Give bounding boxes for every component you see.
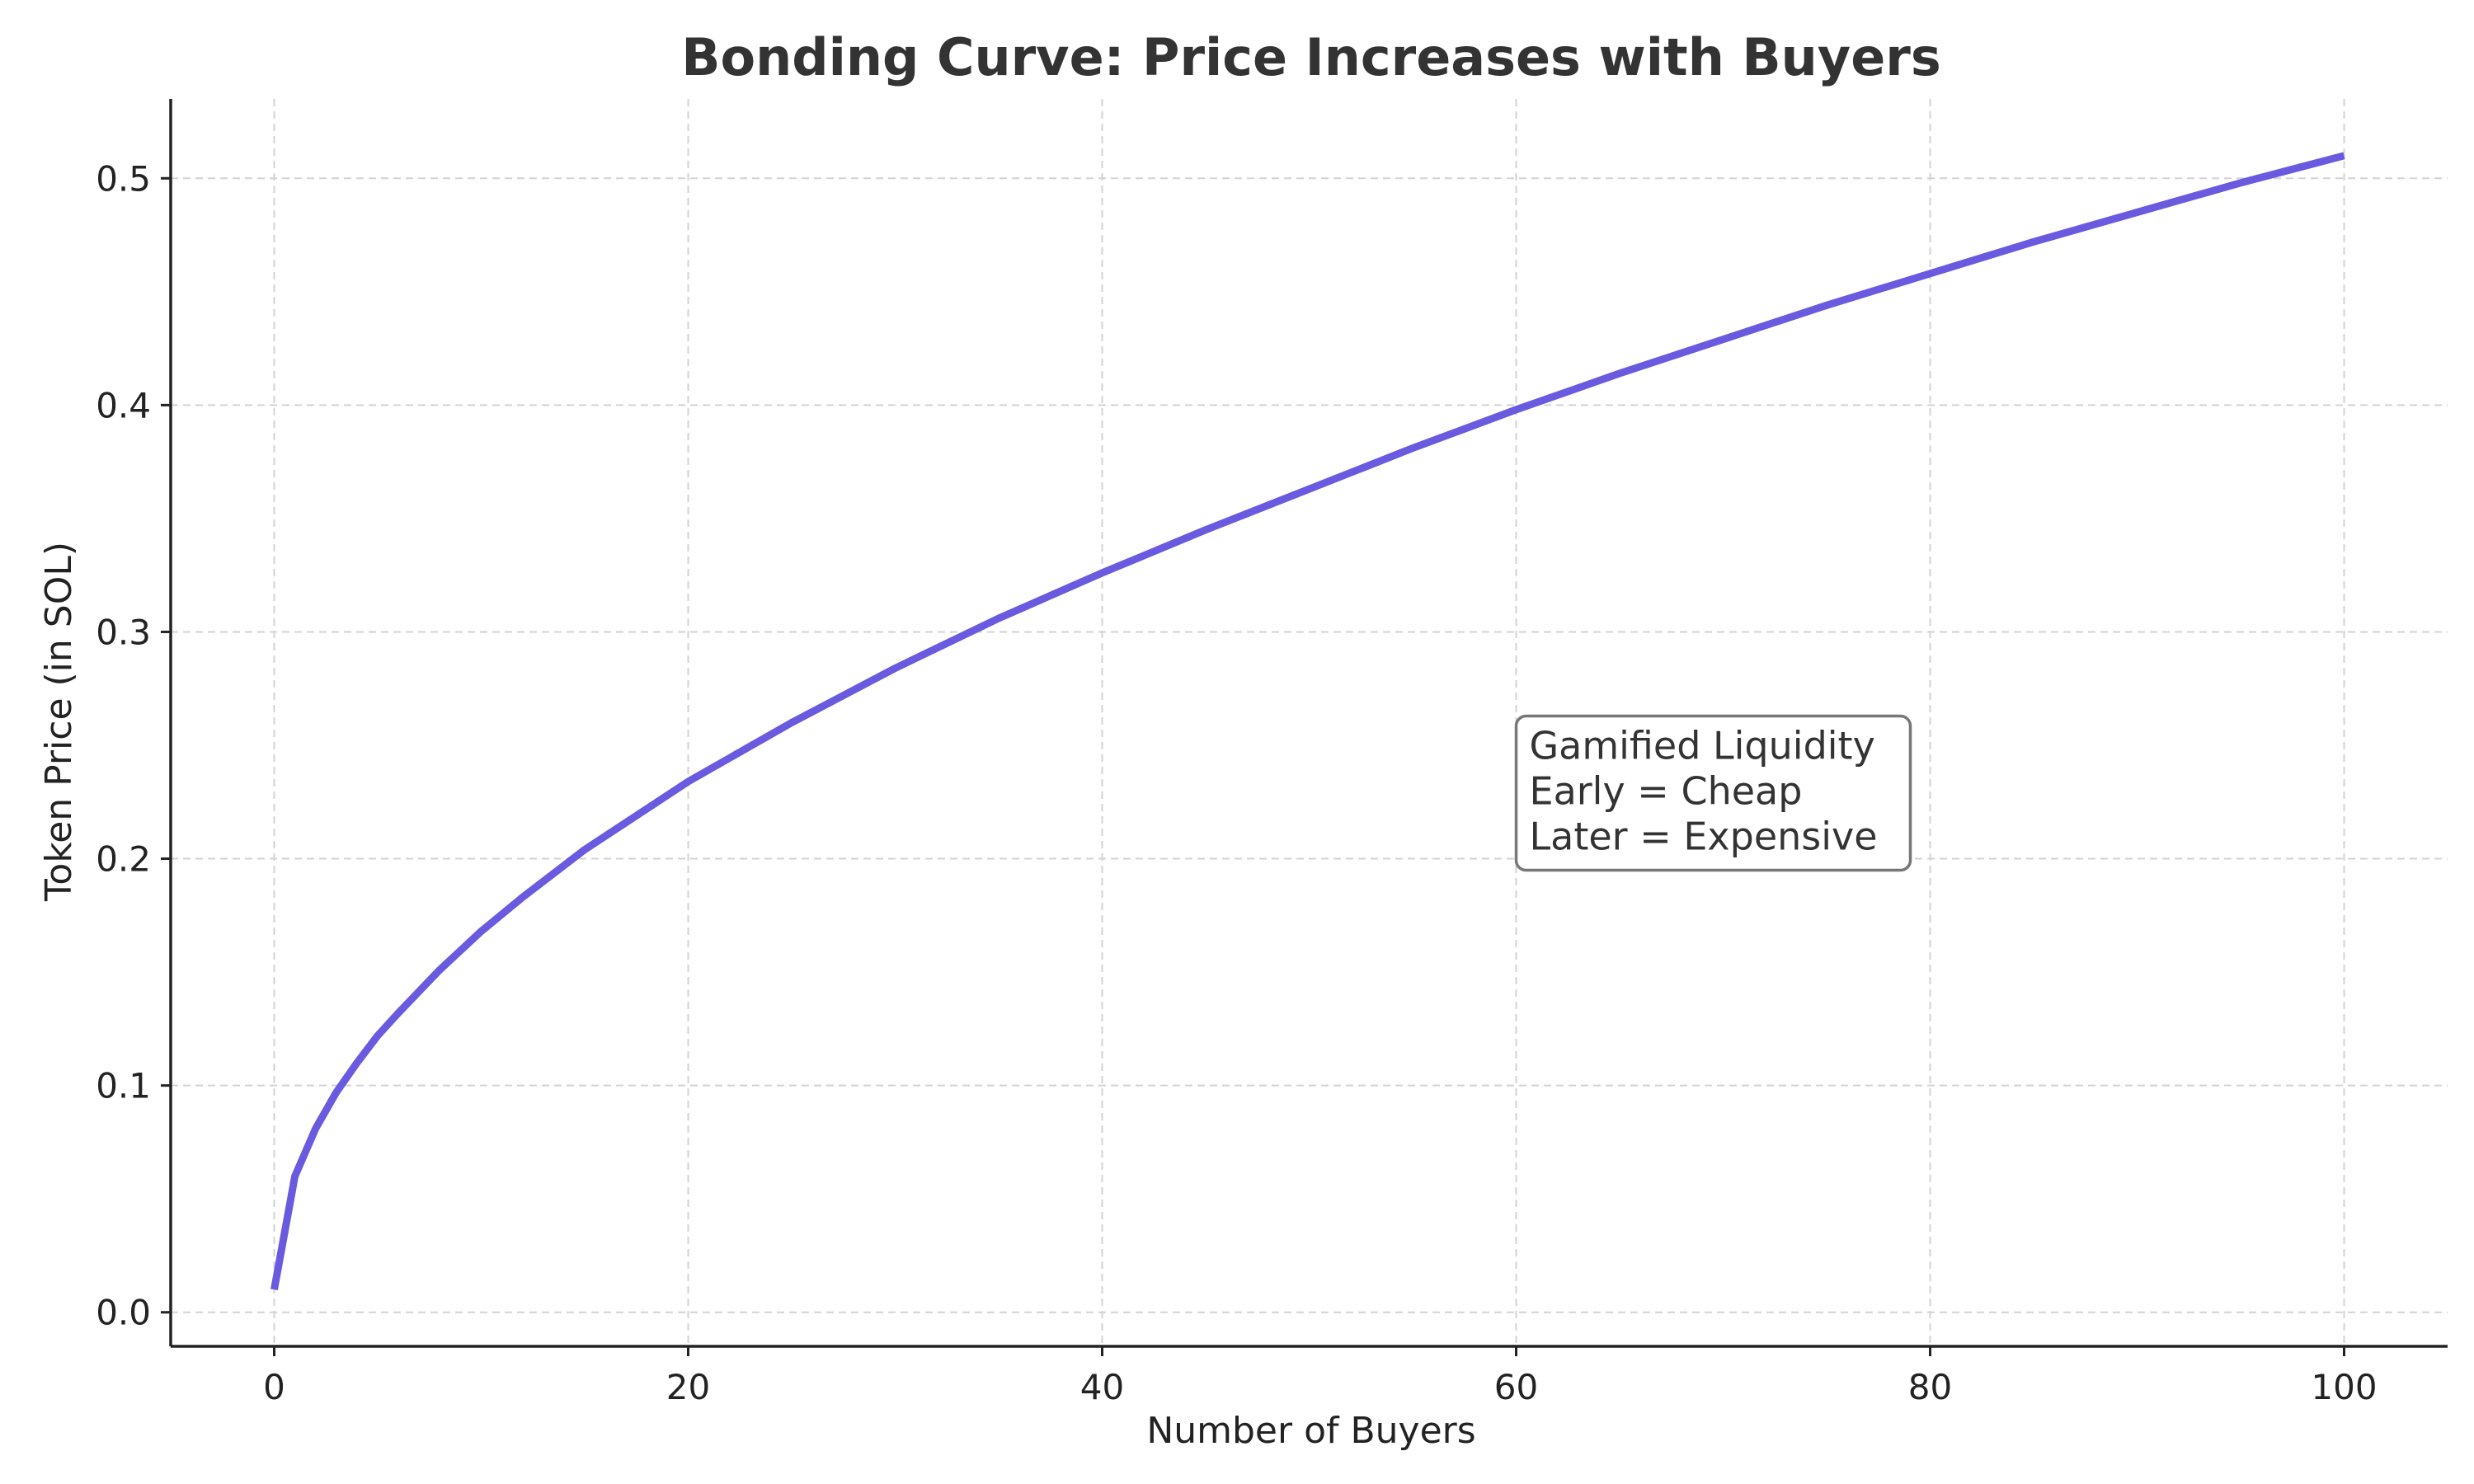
series-layer xyxy=(270,152,2345,1291)
y-tick-label: 0.4 xyxy=(96,385,151,425)
x-axis-label: Number of Buyers xyxy=(1146,1410,1475,1452)
grid xyxy=(171,99,2448,1346)
x-tick-label: 0 xyxy=(263,1367,285,1407)
x-tick-label: 20 xyxy=(666,1367,710,1407)
x-tick-label: 80 xyxy=(1908,1367,1952,1407)
y-tick-label: 0.3 xyxy=(96,612,151,652)
annotation-line: Gamified Liquidity xyxy=(1530,724,1875,768)
annotation: Gamified Liquidity Early = Cheap Later = E… xyxy=(1514,714,1912,872)
x-tick-label: 60 xyxy=(1494,1367,1538,1407)
annotation-text: Gamified Liquidity Early = Cheap Later = E… xyxy=(1530,724,1878,859)
y-axis-label: Token Price (in SOL) xyxy=(38,542,80,902)
y-tick-label: 0.5 xyxy=(96,158,151,199)
x-tick-label: 40 xyxy=(1080,1367,1124,1407)
chart-title: Bonding Curve: Price Increases with Buye… xyxy=(681,27,1941,87)
y-tick-label: 0.1 xyxy=(96,1066,151,1106)
series-line xyxy=(270,152,2345,1291)
annotation-box xyxy=(1514,714,1912,872)
annotation-line: Early = Cheap xyxy=(1530,769,1803,814)
annotation-line: Later = Expensive xyxy=(1530,815,1878,859)
axes: 0 20 40 60 80 100 0.0 0.1 0.2 0.3 0.4 0.5 xyxy=(96,99,2448,1407)
y-tick-label: 0.2 xyxy=(96,839,151,880)
x-tick-label: 100 xyxy=(2311,1367,2377,1407)
y-tick-label: 0.0 xyxy=(96,1293,151,1333)
